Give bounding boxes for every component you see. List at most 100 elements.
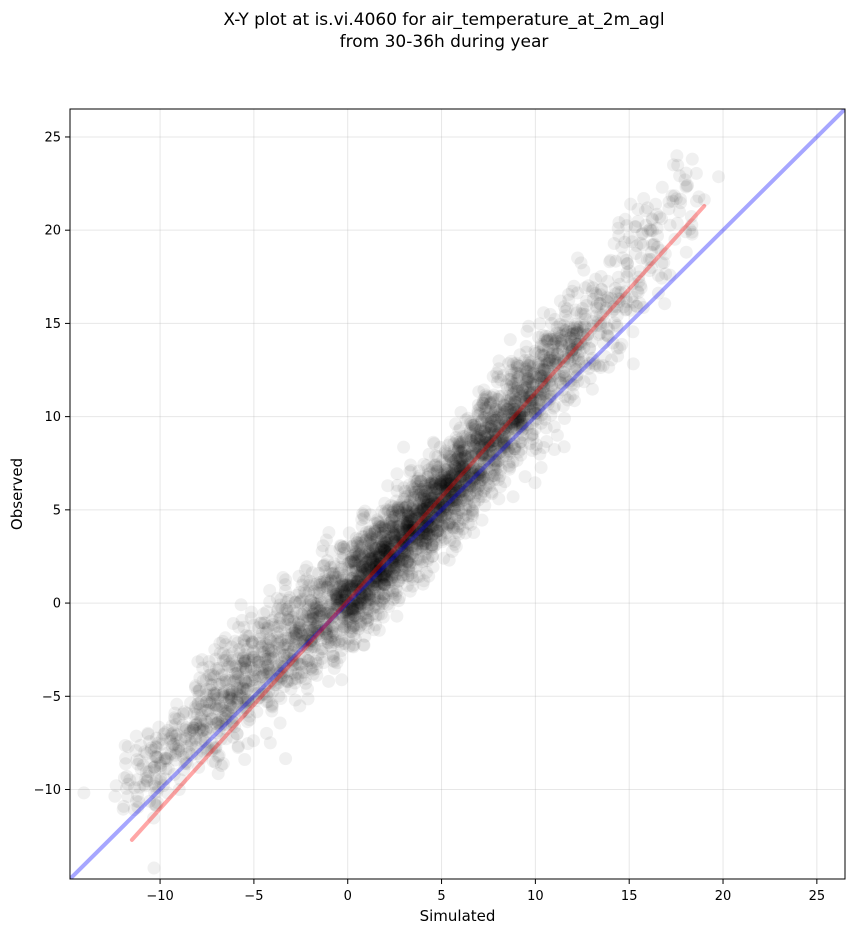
scatter-point (77, 786, 91, 800)
scatter-point (144, 743, 158, 757)
scatter-point (164, 734, 178, 748)
scatter-point (346, 582, 360, 596)
scatter-point (263, 736, 277, 750)
scatter-point (273, 646, 286, 660)
scatter-point (349, 545, 363, 559)
scatter-point (650, 221, 664, 235)
scatter-point (281, 593, 295, 607)
scatter-point (293, 624, 307, 638)
scatter-point (232, 620, 246, 634)
scatter-point (284, 653, 298, 666)
scatter-point (312, 626, 326, 640)
scatter-point (302, 584, 316, 598)
scatter-point (215, 688, 229, 702)
scatter-point (193, 702, 207, 716)
scatter-point (348, 603, 361, 617)
scatter-point (224, 692, 238, 706)
scatter-point (332, 599, 346, 613)
scatter-point (341, 579, 355, 593)
scatter-point (282, 606, 295, 620)
scatter-point (186, 721, 200, 735)
scatter-point (283, 600, 296, 613)
scatter-point (132, 795, 146, 809)
scatter-point (236, 651, 250, 664)
scatter-point (340, 582, 354, 596)
scatter-point (387, 528, 401, 542)
scatter-point (265, 704, 279, 718)
x-tick-label: 25 (809, 889, 826, 904)
scatter-point (647, 238, 661, 252)
scatter-point (215, 714, 229, 728)
scatter-point (338, 605, 352, 619)
scatter-point (341, 557, 354, 571)
scatter-point (186, 721, 200, 735)
y-tick-label: 10 (44, 410, 61, 425)
scatter-point (312, 566, 326, 580)
scatter-point (391, 520, 405, 534)
scatter-point (576, 307, 590, 321)
scatter-point (326, 567, 340, 581)
scatter-point (193, 721, 207, 735)
scatter-point (246, 647, 259, 661)
scatter-point (345, 602, 359, 616)
scatter-point (261, 652, 275, 666)
scatter-point (214, 719, 228, 733)
scatter-point (361, 602, 375, 615)
scatter-point (280, 647, 294, 661)
scatter-point (558, 412, 571, 425)
scatter-point (275, 633, 289, 647)
scatter-point (144, 741, 158, 755)
scatter-point (131, 788, 144, 802)
y-tick-label: 20 (44, 224, 61, 239)
scatter-point (315, 642, 329, 656)
scatter-point (383, 559, 397, 573)
scatter-point (319, 576, 333, 590)
scatter-point (294, 618, 308, 632)
scatter-point (273, 612, 287, 626)
scatter-point (185, 748, 199, 762)
scatter-point (277, 648, 291, 662)
scatter-point (320, 580, 334, 594)
scatter-point (180, 706, 194, 720)
scatter-point (245, 674, 259, 688)
scatter-point (252, 655, 265, 669)
scatter-point (318, 615, 331, 629)
scatter-point (375, 577, 389, 591)
scatter-point (586, 292, 600, 306)
scatter-point (286, 666, 299, 680)
scatter-point (167, 768, 181, 781)
scatter-point (250, 705, 264, 719)
scatter-point (373, 562, 387, 576)
grid-lines (70, 109, 845, 879)
scatter-point (554, 336, 568, 350)
scatter-point (230, 679, 244, 693)
scatter-point (350, 535, 364, 549)
scatter-point (236, 654, 250, 668)
scatter-point (348, 573, 362, 587)
scatter-point (233, 689, 247, 703)
scatter-point (288, 630, 302, 644)
scatter-point (302, 654, 316, 668)
scatter-point (258, 680, 272, 694)
scatter-point (211, 692, 225, 705)
scatter-point (357, 638, 370, 652)
scatter-point (303, 574, 317, 588)
scatter-point (185, 738, 198, 751)
scatter-point (199, 722, 213, 736)
scatter-point (354, 617, 368, 631)
scatter-point (231, 670, 245, 684)
scatter-point (287, 649, 301, 662)
scatter-point (190, 747, 204, 761)
scatter-point (288, 671, 302, 685)
scatter-point (338, 586, 352, 600)
scatter-point (213, 636, 227, 650)
scatter-point (238, 656, 251, 670)
scatter-point (315, 645, 329, 659)
scatter-point (300, 660, 313, 674)
scatter-point (278, 584, 292, 598)
scatter-point (387, 527, 401, 541)
scatter-point (320, 554, 334, 568)
scatter-point (182, 746, 196, 760)
scatter-point (212, 661, 226, 675)
